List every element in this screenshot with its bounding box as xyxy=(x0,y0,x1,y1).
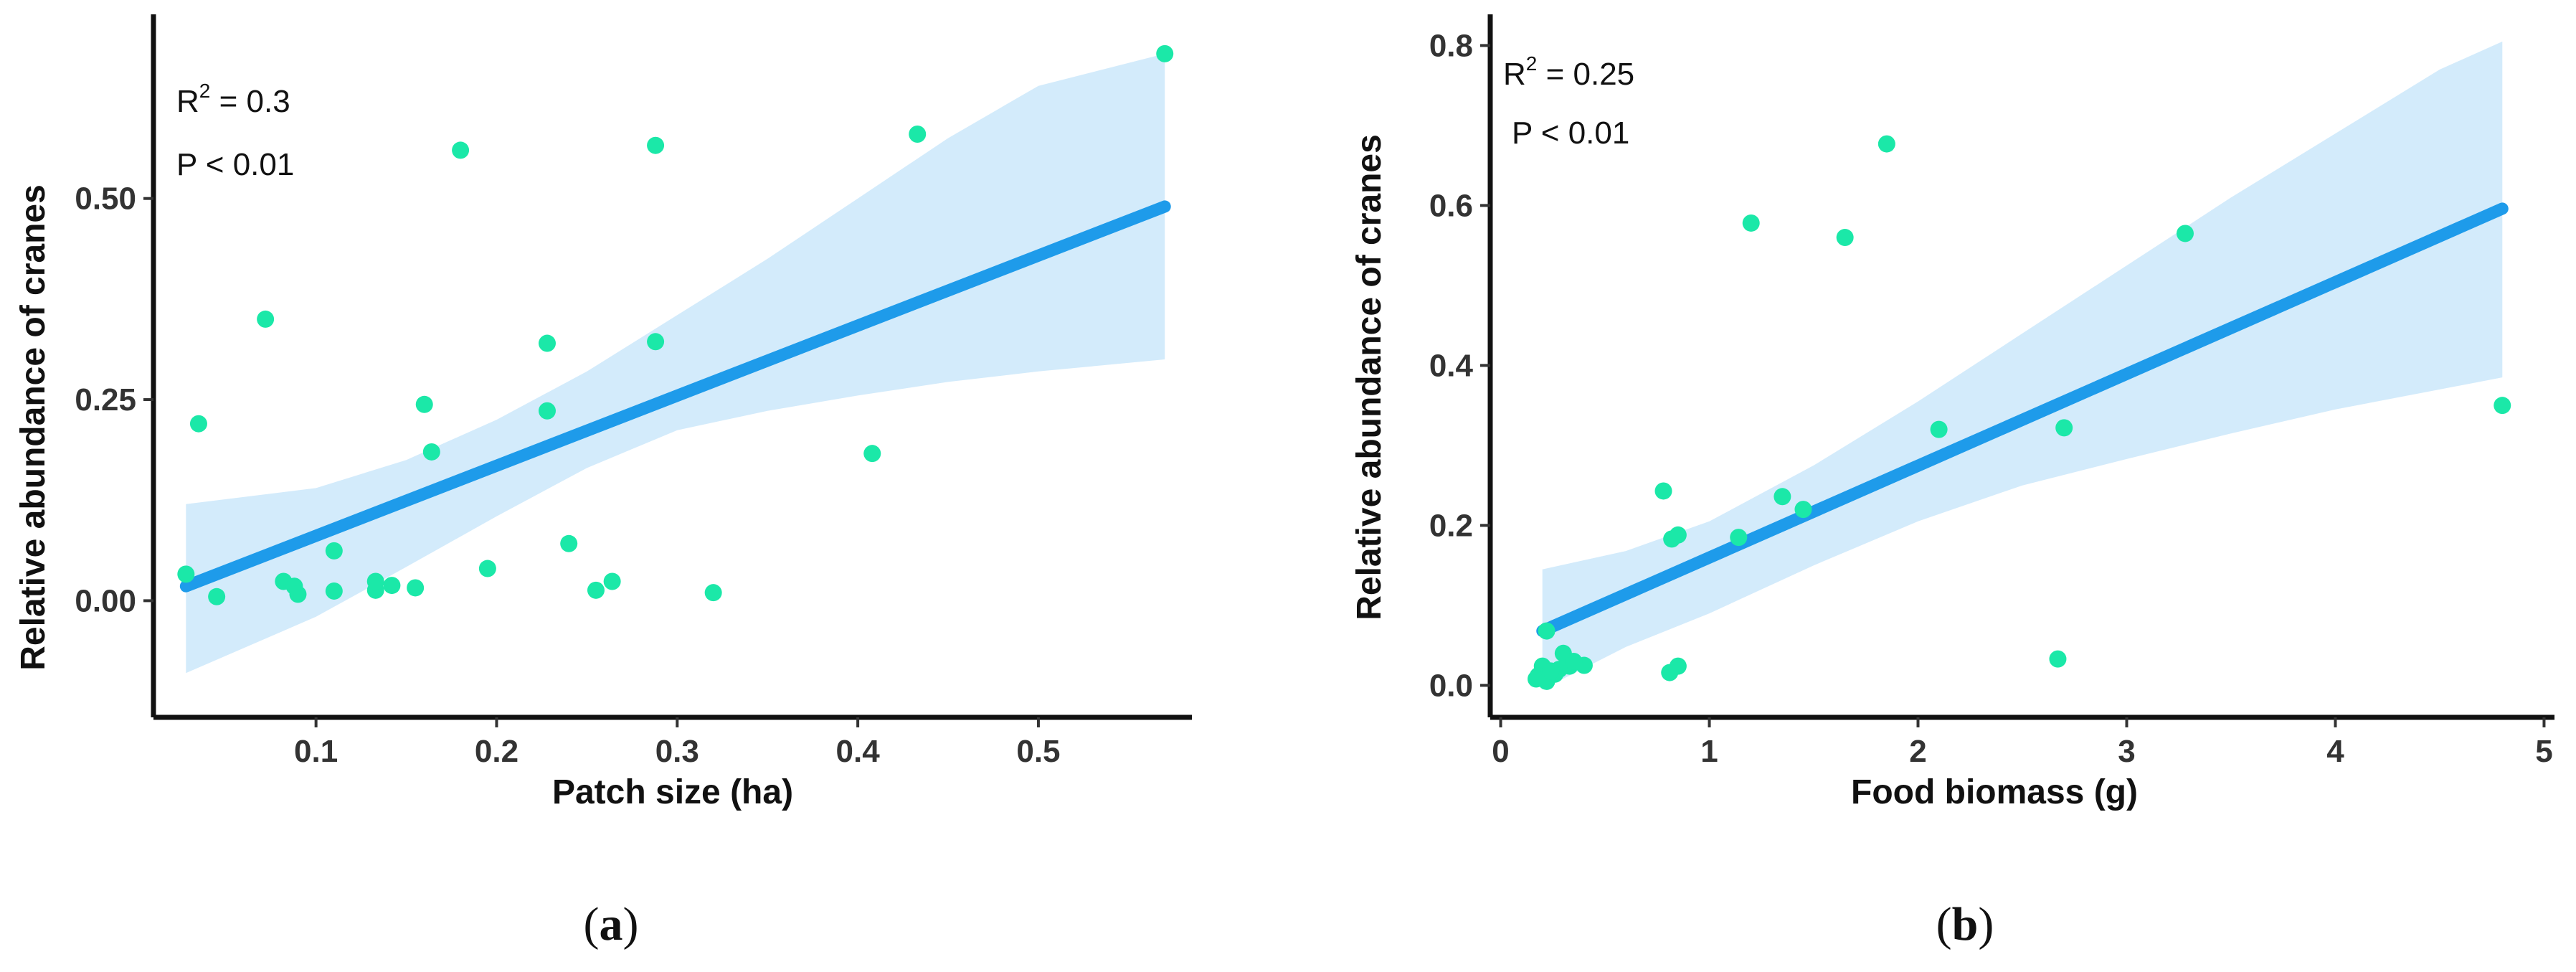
data-point xyxy=(587,581,605,599)
data-point xyxy=(647,333,665,351)
confidence-band xyxy=(186,53,1165,674)
data-point xyxy=(208,588,226,605)
y-tick-label: 0.50 xyxy=(75,181,136,217)
data-point xyxy=(1661,664,1679,681)
y-axis-title: Relative abundance of cranes xyxy=(1350,134,1388,621)
y-tick-label: 0.2 xyxy=(1429,508,1473,543)
x-tick-label: 5 xyxy=(2535,734,2552,769)
y-axis-title: Relative abundance of cranes xyxy=(14,184,52,671)
data-point xyxy=(863,445,881,463)
x-tick-label: 0 xyxy=(1492,734,1509,769)
data-point xyxy=(2049,650,2067,668)
x-tick-label: 3 xyxy=(2118,734,2135,769)
data-point xyxy=(1654,482,1672,500)
panel-caption-a: (a) xyxy=(584,898,639,950)
data-point xyxy=(1542,662,1560,680)
points-layer xyxy=(177,44,1174,605)
x-tick-label: 0.5 xyxy=(1016,734,1060,769)
y-tick-label: 0.0 xyxy=(1429,668,1473,703)
x-tick-label: 0.3 xyxy=(655,734,699,769)
data-point xyxy=(415,395,433,413)
data-point xyxy=(257,310,275,328)
data-point xyxy=(2494,397,2511,415)
ticks-layer: 0 1 2 3 4 5 0.0 0.2 0.4 0.6 0.8 xyxy=(1429,28,2553,769)
data-point xyxy=(452,141,470,159)
x-tick-label: 0.4 xyxy=(836,734,881,769)
p-value-annotation: P < 0.01 xyxy=(176,147,294,182)
data-point xyxy=(422,443,440,461)
ci-band-layer xyxy=(1542,41,2503,689)
data-point xyxy=(538,334,556,352)
regression-line xyxy=(1536,202,2509,638)
panel-caption-b: (b) xyxy=(1936,898,1994,950)
points-layer xyxy=(1528,135,2511,690)
data-point xyxy=(1538,622,1555,640)
y-tick-label: 0.00 xyxy=(75,583,136,618)
confidence-band xyxy=(1542,41,2503,689)
data-point xyxy=(560,534,578,552)
data-point xyxy=(383,577,401,595)
data-point xyxy=(1774,488,1791,506)
data-point xyxy=(1742,214,1760,232)
r-squared-annotation: R2 = 0.3 xyxy=(176,80,290,119)
x-axis-title: Food biomass (g) xyxy=(1851,773,2138,811)
data-point xyxy=(603,572,621,590)
x-tick-label: 0.1 xyxy=(294,734,338,769)
data-point xyxy=(1877,135,1895,153)
data-point xyxy=(2055,419,2073,437)
panel-b: 0 1 2 3 4 5 0.0 0.2 0.4 0.6 0.8 Food biomass (g) R… xyxy=(1350,14,2554,950)
ticks-layer: 0.1 0.2 0.3 0.4 0.5 0.00 0.25 0.50 xyxy=(75,181,1060,769)
data-point xyxy=(1794,501,1812,519)
x-tick-label: 2 xyxy=(1909,734,1926,769)
data-point xyxy=(1565,652,1583,670)
regression-line-layer xyxy=(1536,202,2509,638)
data-point xyxy=(325,542,343,560)
y-tick-label: 0.25 xyxy=(75,382,136,417)
x-axis-title: Patch size (ha) xyxy=(552,773,793,811)
data-point xyxy=(909,125,927,143)
data-point xyxy=(407,579,425,597)
r-squared-annotation: R2 = 0.25 xyxy=(1503,52,1634,92)
data-point xyxy=(704,584,722,602)
regression-line-layer xyxy=(179,200,1171,593)
panel-a: 0.1 0.2 0.3 0.4 0.5 0.00 0.25 0.50 Patch size (… xyxy=(14,14,1192,950)
regression-line xyxy=(179,200,1171,593)
data-point xyxy=(478,560,496,577)
data-point xyxy=(647,136,665,154)
data-point xyxy=(189,415,207,433)
data-point xyxy=(366,572,384,590)
data-point xyxy=(538,402,556,420)
x-tick-label: 0.2 xyxy=(475,734,518,769)
data-point xyxy=(1730,529,1748,547)
p-value-annotation: P < 0.01 xyxy=(1512,115,1629,151)
y-tick-label: 0.6 xyxy=(1429,188,1473,223)
data-point xyxy=(2176,225,2194,242)
y-tick-label: 0.4 xyxy=(1429,348,1474,383)
x-tick-label: 4 xyxy=(2326,734,2344,769)
data-point xyxy=(177,565,195,583)
ci-band-layer xyxy=(186,53,1165,674)
x-tick-label: 1 xyxy=(1700,734,1718,769)
data-point xyxy=(325,582,343,600)
data-point xyxy=(1836,229,1854,247)
data-point xyxy=(1156,44,1174,62)
y-tick-label: 0.8 xyxy=(1429,28,1473,63)
data-point xyxy=(1930,420,1948,438)
data-point xyxy=(1669,526,1687,544)
data-point xyxy=(289,585,307,603)
